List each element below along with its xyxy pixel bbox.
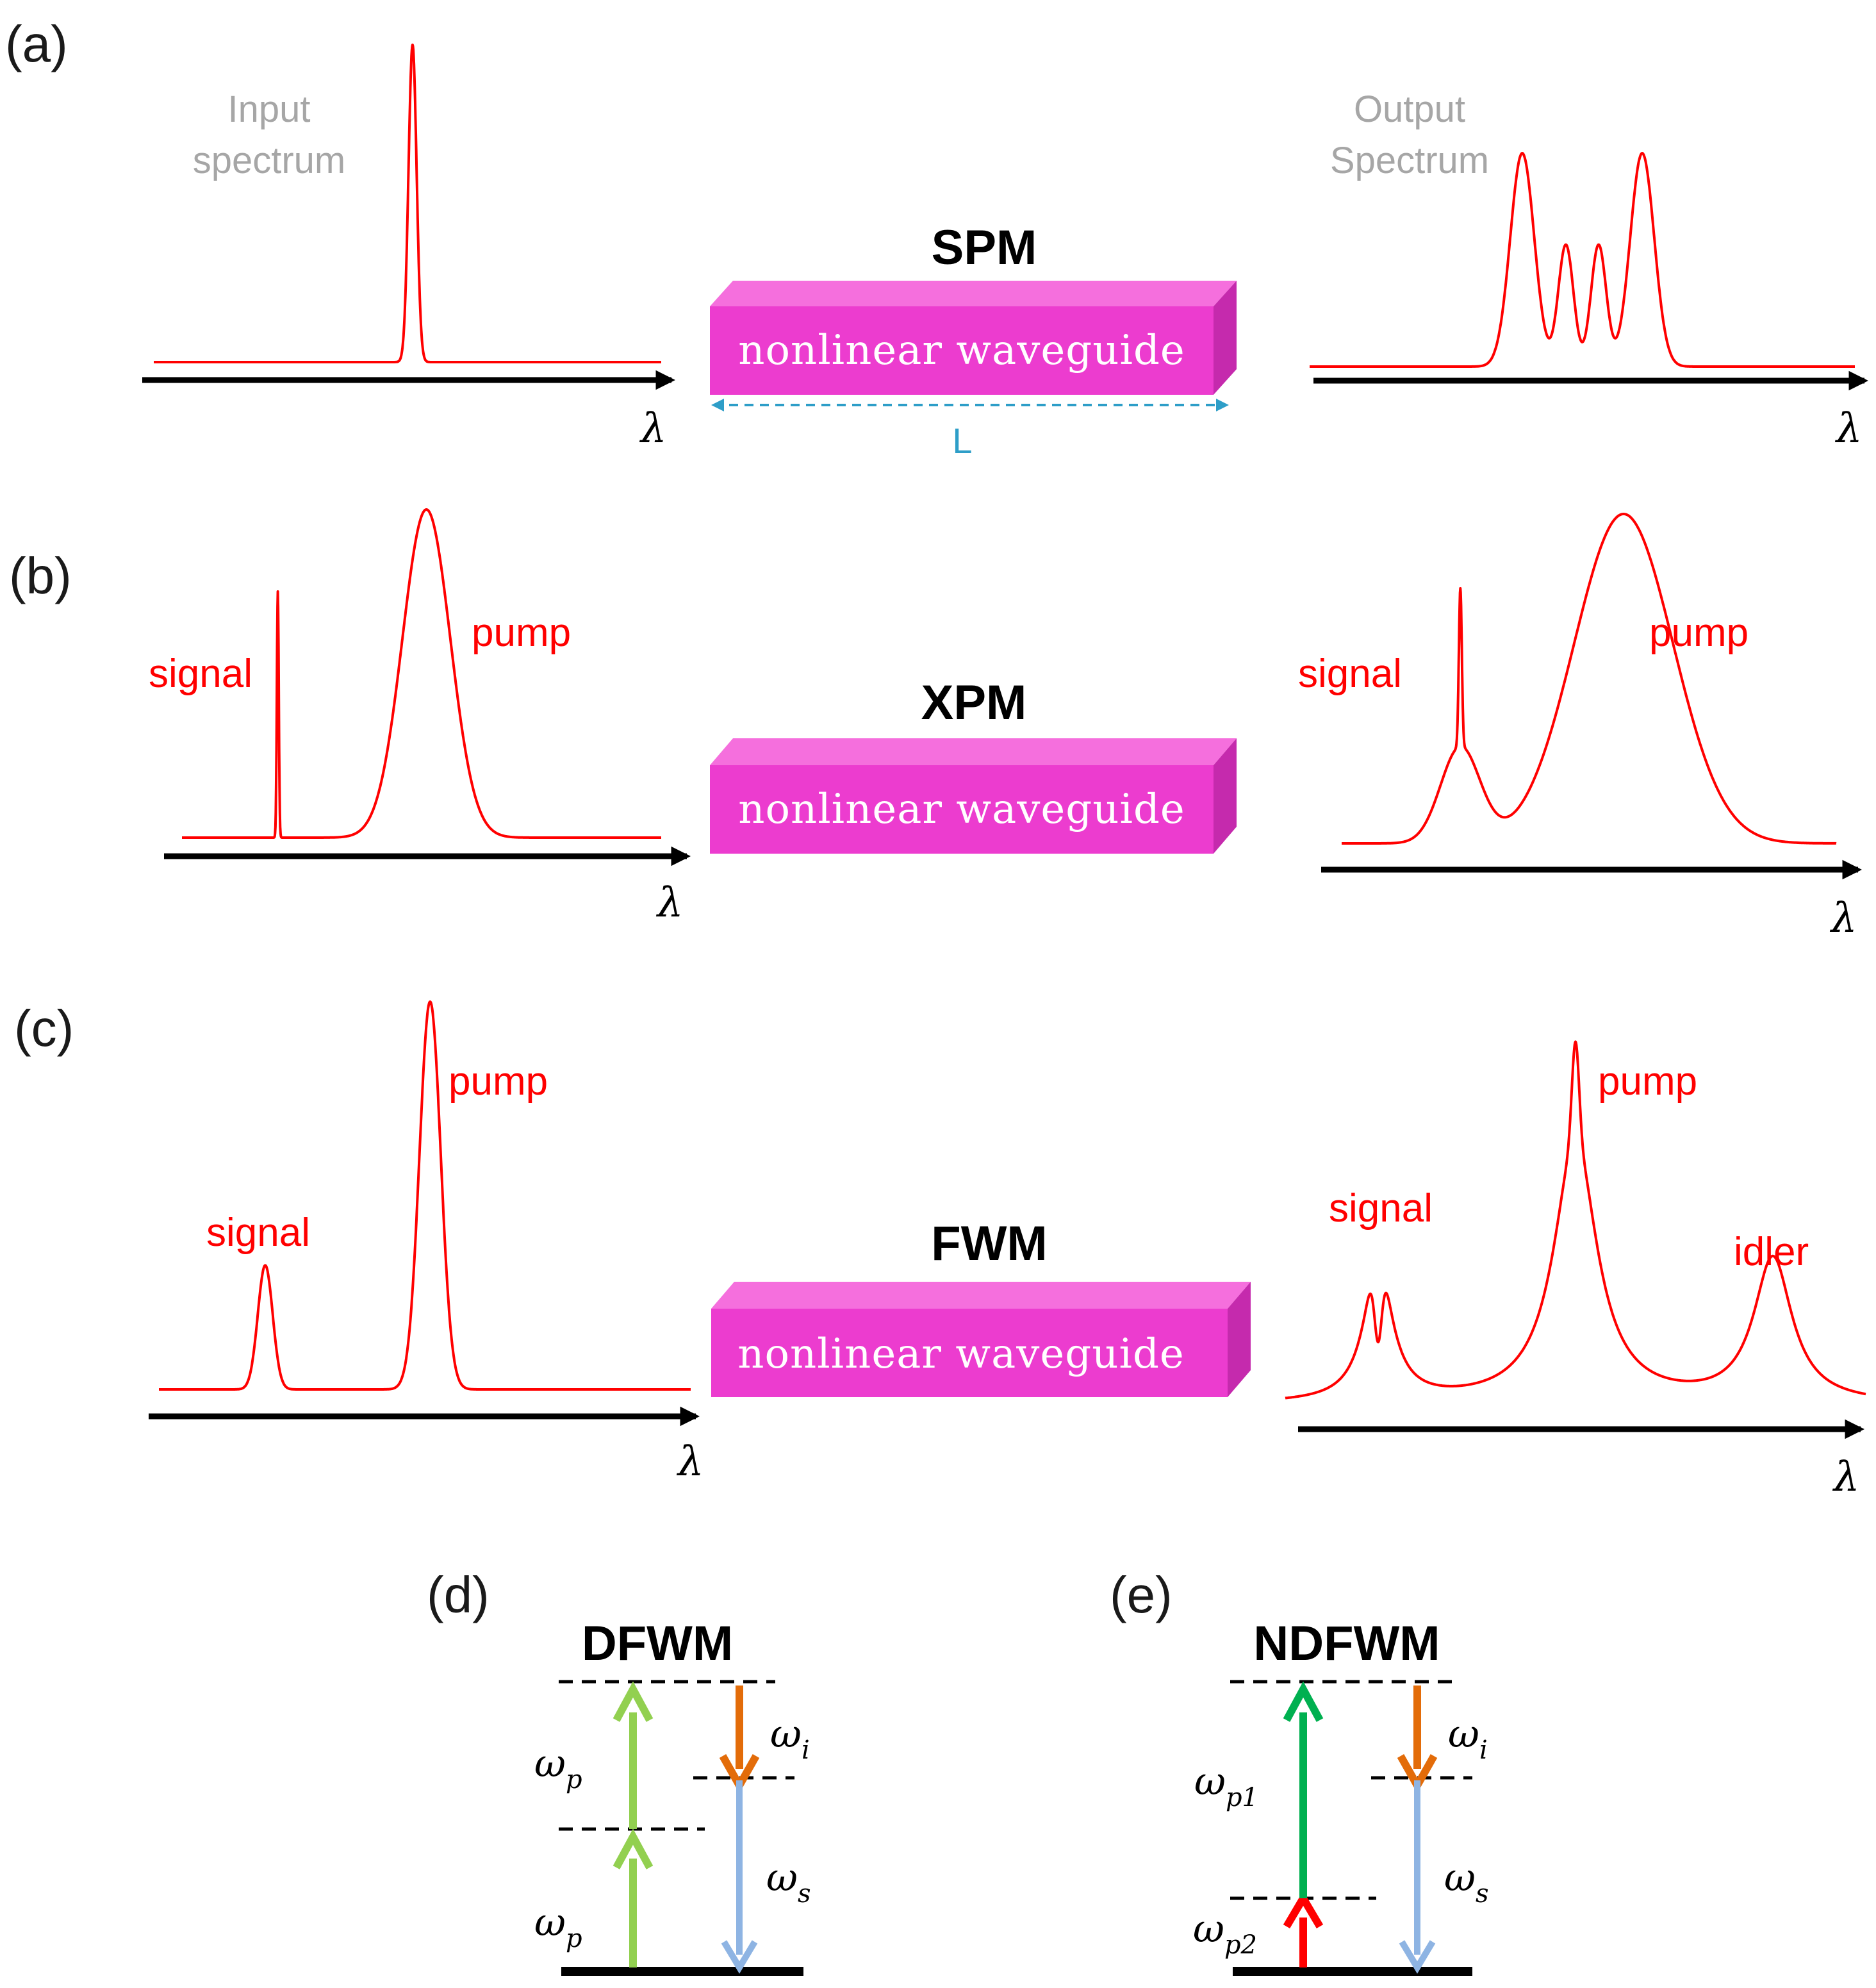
pump-lower-label-e: ωp2 (1193, 1907, 1257, 1960)
axis-label-lambda-output-b: λ (1829, 895, 1857, 942)
waveguide-top-face (711, 1282, 1251, 1309)
axis-label-lambda-input-c: λ (676, 1438, 704, 1486)
pump-upper-label-e: ωp1 (1194, 1759, 1258, 1812)
waveguide-side-face (1214, 281, 1237, 395)
output-spectrum-curve-c (1284, 1040, 1867, 1400)
process-title-spm: SPM (932, 220, 1037, 275)
input-spectrum-heading-line1: Input (228, 88, 311, 130)
waveguide-side-face (1228, 1282, 1251, 1397)
nonlinear-waveguide-b: nonlinear waveguide (710, 738, 1237, 854)
waveguide-front-face (710, 765, 1214, 854)
input-signal-label-c: signal (206, 1211, 310, 1255)
nonlinear-waveguide-a: nonlinear waveguide (710, 281, 1237, 395)
output-pump-label-c: pump (1598, 1059, 1697, 1104)
axis-label-lambda-output-a: λ (1834, 405, 1863, 452)
pump-lower-label-d: ωp (534, 1900, 582, 1953)
panel-b: (b) signal pump λ XPM nonlinear waveguid… (9, 508, 1863, 942)
signal-arrow-d (721, 1780, 758, 1974)
pump-arrow-upper-d (613, 1681, 654, 1829)
waveguide-label-b: nonlinear waveguide (738, 786, 1185, 833)
signal-label-e: ωs (1444, 1855, 1488, 1909)
panel-c: (c) signal pump λ FWM nonlinear waveguid… (14, 1000, 1867, 1501)
output-idler-label-c: idler (1734, 1230, 1809, 1274)
input-spectrum-curve-c (158, 1000, 692, 1391)
energy-diagram-e: (e) NDFWM ωp1 ωp2 ωi ωs (1110, 1566, 1488, 1976)
waveguide-front-face (711, 1309, 1228, 1397)
panel-label-d: (d) (427, 1566, 490, 1623)
energy-diagram-d: (d) DFWM ωp ωp ωi ωs (427, 1566, 810, 1976)
pump-arrow-lower-d (613, 1828, 654, 1967)
panel-label-c: (c) (14, 1000, 74, 1057)
input-pump-label-b: pump (472, 611, 571, 655)
output-spectrum-heading-line2: Spectrum (1330, 140, 1489, 181)
output-spectrum-curve-a (1308, 152, 1856, 368)
waveguide-top-face (710, 281, 1237, 306)
output-signal-label-b: signal (1298, 652, 1402, 696)
idler-arrow-e (1397, 1686, 1438, 1794)
idler-arrow-d (719, 1686, 760, 1794)
diagram-title-ndfwm: NDFWM (1253, 1616, 1440, 1671)
output-spectrum-curve-b (1340, 513, 1838, 845)
signal-arrow-e (1399, 1780, 1436, 1974)
input-spectrum-curve-a (152, 44, 662, 363)
waveguide-label-a: nonlinear waveguide (738, 327, 1185, 374)
idler-label-e: ωi (1448, 1712, 1488, 1765)
length-label: L (952, 420, 972, 461)
pump-arrow-upper-e (1283, 1681, 1324, 1898)
axis-label-lambda-input-a: λ (639, 405, 667, 452)
pump-arrow-lower-head (613, 1828, 654, 1869)
waveguide-front-face (710, 306, 1214, 395)
process-title-fwm: FWM (931, 1216, 1047, 1271)
pump-arrow-lower-e (1283, 1891, 1324, 1967)
axis-label-lambda-input-b: λ (655, 879, 684, 927)
waveguide-label-c: nonlinear waveguide (737, 1330, 1185, 1378)
process-title-xpm: XPM (921, 675, 1027, 730)
signal-arrow-head (1399, 1940, 1436, 1974)
output-pump-label-b: pump (1649, 611, 1748, 655)
pump-upper-label-d: ωp (534, 1741, 582, 1794)
input-pump-label-c: pump (448, 1059, 548, 1104)
pump-arrow-upper-head (613, 1681, 654, 1722)
nonlinear-waveguide-c: nonlinear waveguide (711, 1282, 1251, 1397)
panel-label-a: (a) (5, 15, 68, 72)
panel-label-e: (e) (1110, 1566, 1172, 1623)
panel-a: (a) Input spectrum λ SPM nonlinear waveg… (5, 15, 1869, 461)
idler-label-d: ωi (770, 1712, 810, 1765)
diagram-title-dfwm: DFWM (582, 1616, 733, 1671)
pump-arrow-upper-head (1283, 1681, 1324, 1722)
axis-label-lambda-output-c: λ (1832, 1454, 1860, 1501)
output-spectrum-heading-line1: Output (1354, 88, 1465, 130)
signal-label-d: ωs (766, 1855, 810, 1909)
input-signal-label-b: signal (149, 652, 252, 696)
input-spectrum-curve-b (181, 508, 662, 839)
output-signal-label-c: signal (1329, 1186, 1433, 1230)
signal-arrow-head (721, 1940, 758, 1974)
waveguide-side-face (1214, 738, 1237, 854)
input-spectrum-heading-line2: spectrum (193, 140, 346, 181)
waveguide-top-face (710, 738, 1237, 765)
panel-label-b: (b) (9, 547, 72, 604)
